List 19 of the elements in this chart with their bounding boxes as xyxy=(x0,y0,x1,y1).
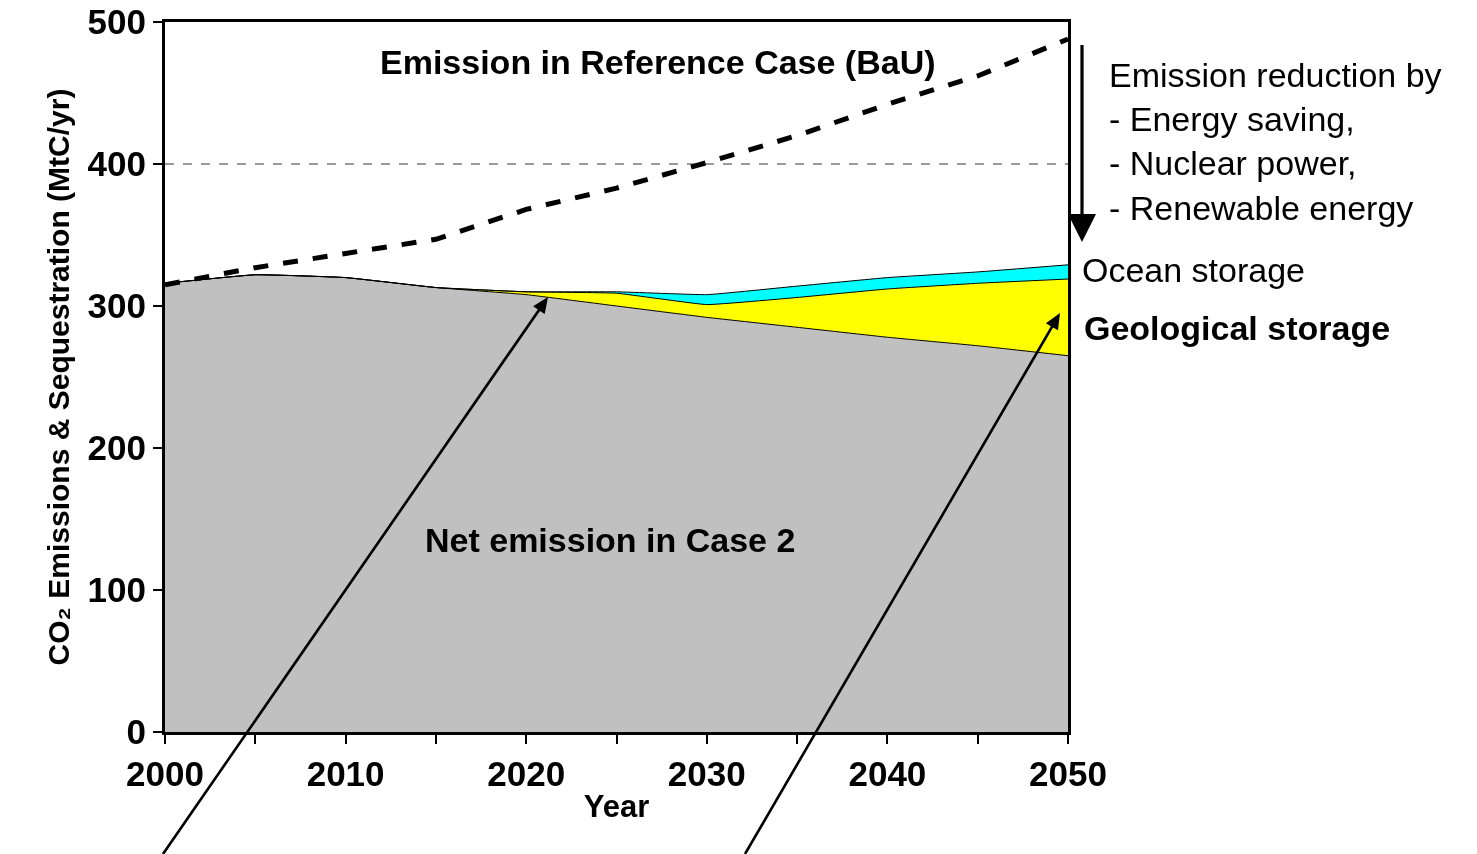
x-tick-label: 2010 xyxy=(306,754,385,793)
y-tick-label: 400 xyxy=(87,144,146,184)
x-tick-label: 2030 xyxy=(667,754,746,793)
x-tick-label: 2050 xyxy=(1029,754,1107,793)
x-tick-label: 2040 xyxy=(848,754,927,793)
y-tick-label: 300 xyxy=(87,286,146,326)
series-label: Net emission in Case 2 xyxy=(425,521,796,559)
x-axis-title: Year xyxy=(583,789,650,825)
series-label: Emission in Reference Case (BaU) xyxy=(380,43,936,81)
y-tick-label: 500 xyxy=(87,2,146,42)
series-label: Geological storage xyxy=(1084,309,1391,347)
y-tick-label: 0 xyxy=(126,712,146,752)
x-tick-label: 2000 xyxy=(126,754,204,793)
y-tick-label: 100 xyxy=(87,570,146,610)
text: Emission reduction by - Energy saving, - Nuclear power, - Renewable energy xyxy=(1109,56,1442,227)
x-tick-label: 2020 xyxy=(487,754,566,793)
y-tick-label: 200 xyxy=(87,428,146,468)
y-axis-title: CO₂ Emissions & Sequestration (MtC/yr) xyxy=(41,88,75,666)
series-label: Ocean storage xyxy=(1082,251,1306,289)
